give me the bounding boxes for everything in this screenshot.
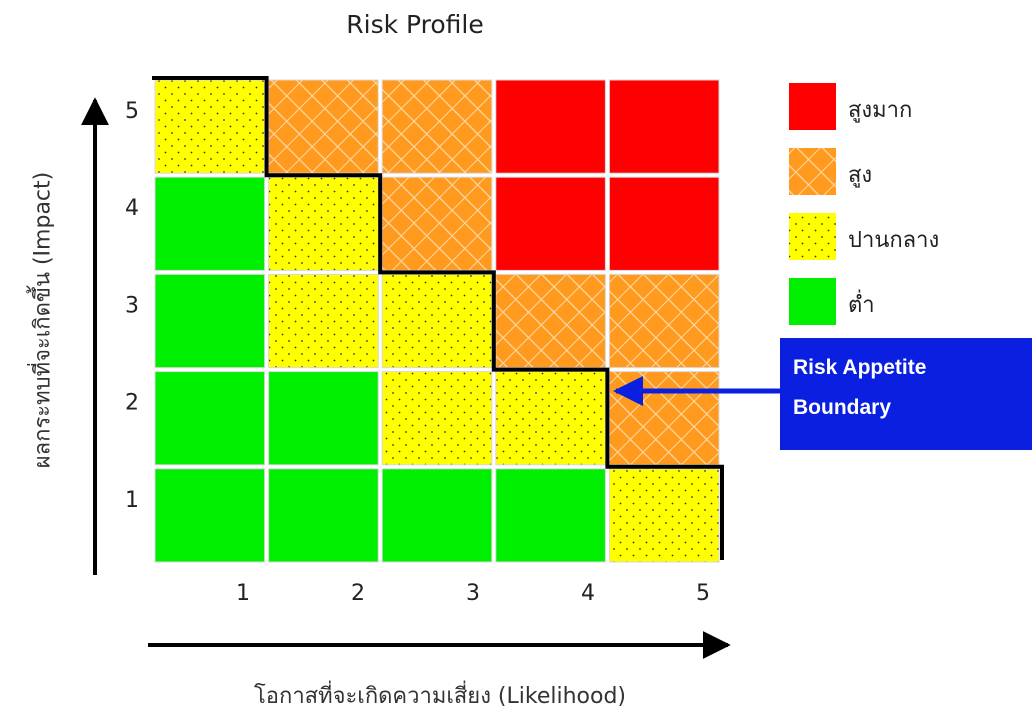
risk-appetite-boundary-line <box>152 76 724 560</box>
cell-impact-1-likelihood-4 <box>495 468 606 563</box>
y-tick-label: 3 <box>125 293 139 318</box>
cell-impact-5-likelihood-3 <box>381 79 493 174</box>
y-tick-label: 4 <box>125 196 139 221</box>
legend-label-medium: ปานกลาง <box>848 228 940 253</box>
callout-line-2: Boundary <box>793 396 892 419</box>
cell-impact-5-likelihood-1 <box>154 79 266 174</box>
cell-impact-2-likelihood-4 <box>495 371 606 466</box>
legend-swatch-low <box>789 278 836 325</box>
chart-title: Risk Profile <box>346 10 484 39</box>
cell-impact-4-likelihood-3 <box>381 176 493 271</box>
y-tick-label: 1 <box>125 488 139 513</box>
cell-impact-5-likelihood-5 <box>608 79 720 174</box>
x-tick-label: 2 <box>351 581 365 606</box>
legend-swatch-very-high <box>789 83 836 130</box>
cell-impact-1-likelihood-3 <box>381 468 493 563</box>
x-tick-label: 5 <box>696 581 710 606</box>
cell-impact-4-likelihood-2 <box>268 176 379 271</box>
risk-appetite-callout: Risk Appetite Boundary <box>780 338 1032 450</box>
x-tick-label: 4 <box>581 581 595 606</box>
cell-impact-3-likelihood-5 <box>608 273 720 369</box>
y-tick-label: 5 <box>125 99 139 124</box>
cell-impact-2-likelihood-3 <box>381 371 493 466</box>
cell-impact-1-likelihood-2 <box>268 468 379 563</box>
x-tick-label: 3 <box>466 581 480 606</box>
legend-label-very-high: สูงมาก <box>848 98 913 123</box>
cell-impact-5-likelihood-2 <box>268 79 379 174</box>
x-axis-label: โอกาสที่จะเกิดความเสี่ยง (Likelihood) <box>253 684 627 709</box>
cell-impact-4-likelihood-1 <box>154 176 266 271</box>
x-tick-label: 1 <box>236 581 250 606</box>
cell-impact-3-likelihood-3 <box>381 273 493 369</box>
cell-impact-1-likelihood-5 <box>608 468 720 563</box>
callout-line-1: Risk Appetite <box>793 356 927 379</box>
cell-impact-4-likelihood-4 <box>495 176 606 271</box>
legend-label-high: สูง <box>848 163 873 188</box>
cell-impact-3-likelihood-2 <box>268 273 379 369</box>
cell-impact-5-likelihood-4 <box>495 79 606 174</box>
cell-impact-1-likelihood-1 <box>154 468 266 563</box>
cell-impact-2-likelihood-5 <box>608 371 720 466</box>
legend-swatch-medium <box>789 213 836 260</box>
y-tick-label: 2 <box>125 391 139 416</box>
cell-impact-3-likelihood-4 <box>495 273 606 369</box>
cell-impact-4-likelihood-5 <box>608 176 720 271</box>
legend-swatch-high <box>789 148 836 195</box>
legend-label-low: ต่ำ <box>848 293 875 318</box>
cell-impact-3-likelihood-1 <box>154 273 266 369</box>
cell-impact-2-likelihood-2 <box>268 371 379 466</box>
cell-impact-2-likelihood-1 <box>154 371 266 466</box>
